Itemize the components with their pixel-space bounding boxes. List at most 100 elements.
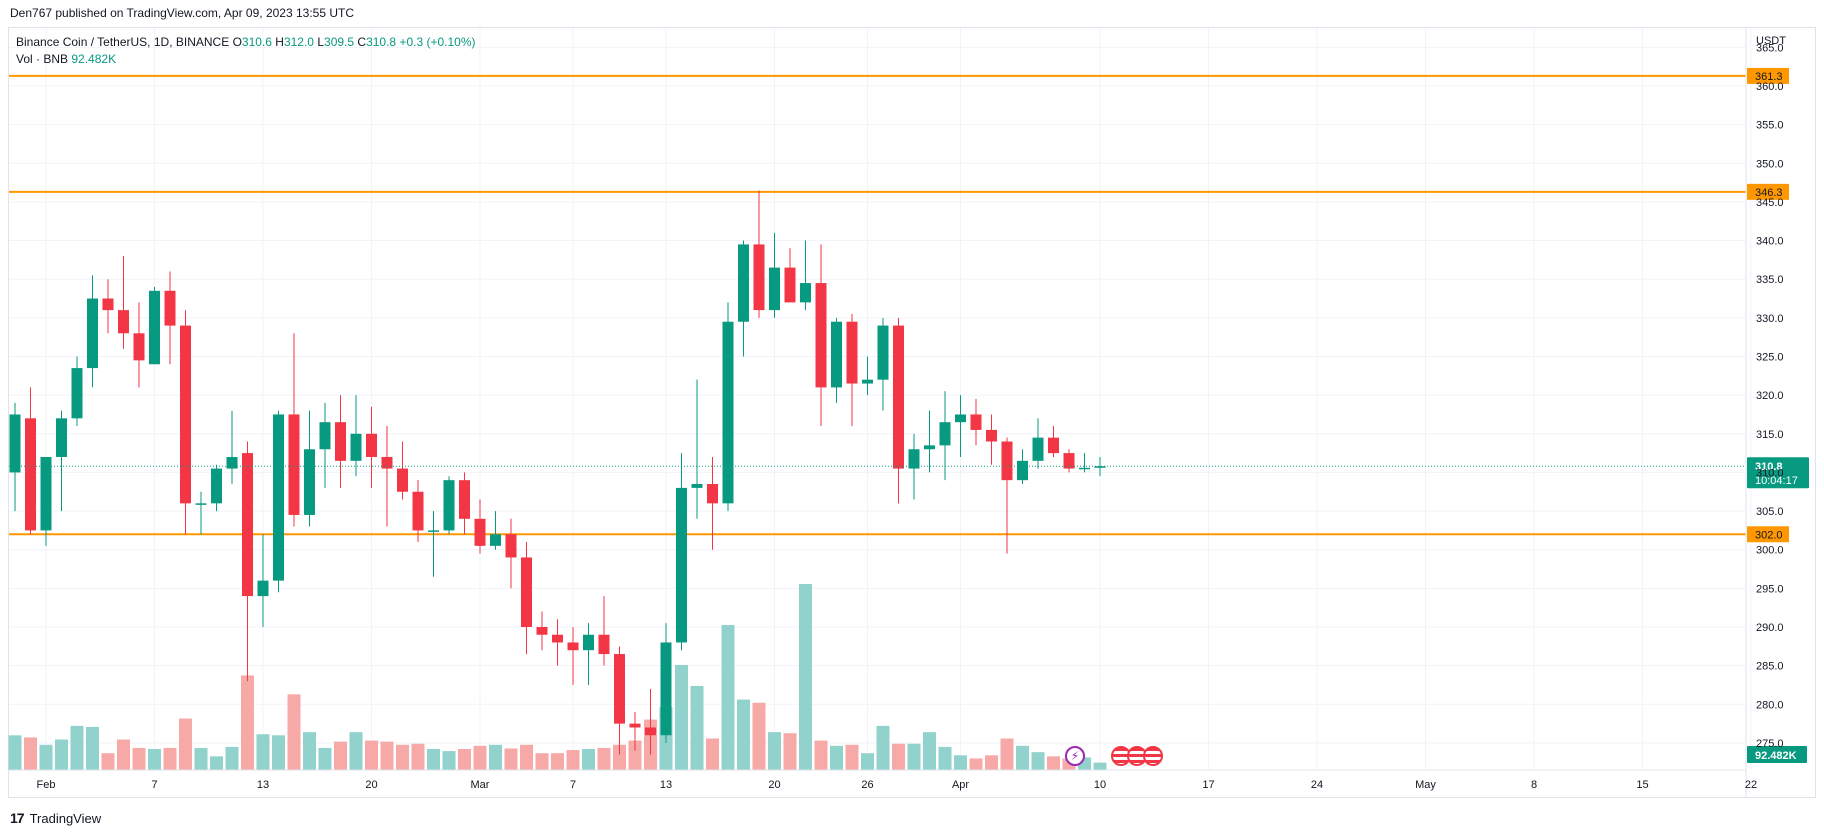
price-tick-label: 350.0 xyxy=(1756,158,1784,170)
price-tick-label: 355.0 xyxy=(1756,120,1784,132)
volume-bar xyxy=(39,744,53,770)
volume-bar xyxy=(1093,762,1107,770)
volume-bar xyxy=(876,725,890,770)
candle-body xyxy=(397,468,408,492)
candle-body xyxy=(676,487,687,643)
time-axis: Feb 7 13 20 Mar 7 13 20 26 Apr 10 17 24 May 8 15 22 xyxy=(9,769,1757,791)
candle-body xyxy=(862,379,873,384)
volume-badge-label: 92.482K xyxy=(1755,750,1797,762)
time-tick-label: 13 xyxy=(257,779,269,791)
volume-bars xyxy=(8,584,1107,770)
volume-bar xyxy=(241,675,254,770)
volume-bar xyxy=(954,755,967,770)
price-tick-label: 295.0 xyxy=(1756,583,1784,595)
open-value: 310.6 xyxy=(241,35,272,49)
candle-body xyxy=(738,244,749,322)
candle-body xyxy=(753,244,765,311)
candle-body xyxy=(273,414,284,581)
footer-brand[interactable]: TradingView xyxy=(29,810,102,826)
volume-bar xyxy=(1031,752,1045,770)
tradingview-logo-icon[interactable]: 17 xyxy=(10,810,25,826)
volume-bar xyxy=(411,743,425,770)
volume-bar xyxy=(489,744,502,770)
level-price-label: 302.0 xyxy=(1755,529,1783,541)
time-tick-label: Apr xyxy=(952,779,969,791)
volume-bar xyxy=(194,747,208,770)
volume-bar xyxy=(101,753,115,770)
volume-bar xyxy=(132,747,146,770)
candle-body xyxy=(1017,460,1028,481)
price-tick-label: 285.0 xyxy=(1756,661,1784,673)
candle-body xyxy=(970,414,982,430)
countdown-label: 10:04:17 xyxy=(1755,475,1798,487)
last-price-badge xyxy=(1747,457,1809,489)
candle-body xyxy=(1079,467,1090,470)
volume-bar xyxy=(551,753,564,770)
candle-body xyxy=(319,422,331,450)
volume-value: 92.482K xyxy=(71,52,117,66)
high-value: 312.0 xyxy=(283,35,314,49)
candle-body xyxy=(257,580,269,597)
candle-body xyxy=(552,634,563,643)
volume-badge xyxy=(1747,746,1807,763)
candle-body xyxy=(102,298,114,311)
candle-body xyxy=(908,449,920,469)
candle-body xyxy=(1001,441,1013,481)
time-tick-label: 20 xyxy=(768,779,780,791)
volume-bar xyxy=(427,748,440,770)
volume-bar xyxy=(737,699,750,770)
volume-bar xyxy=(8,735,22,770)
volume-bar xyxy=(752,702,766,770)
close-label: C xyxy=(357,35,367,49)
volume-bar xyxy=(706,738,719,770)
symbol-title: Binance Coin / TetherUS, 1D, BINANCE xyxy=(16,35,230,49)
candle-body xyxy=(211,468,222,504)
candle-body xyxy=(87,298,98,369)
candle-body xyxy=(567,642,579,651)
price-tick-label: 315.0 xyxy=(1756,429,1784,441)
candle-body xyxy=(505,534,517,558)
candle-body xyxy=(242,453,253,597)
price-tick-label: 305.0 xyxy=(1756,506,1784,518)
candle-body xyxy=(25,418,36,531)
volume-bar xyxy=(613,744,626,770)
lightning-icon[interactable]: ⚡ xyxy=(1065,746,1085,766)
candle-body xyxy=(40,456,52,531)
level-price-badge xyxy=(1747,67,1789,84)
time-tick-label: 20 xyxy=(365,779,377,791)
candle-body xyxy=(893,325,904,469)
volume-bar xyxy=(628,740,642,770)
volume-bar xyxy=(597,747,611,770)
volume-bar xyxy=(256,734,270,770)
volume-bar xyxy=(225,746,239,770)
volume-bar xyxy=(938,746,952,770)
volume-bar xyxy=(721,624,735,770)
volume-bar xyxy=(1047,756,1060,770)
volume-bar xyxy=(799,584,812,770)
price-tick-label: 325.0 xyxy=(1756,351,1784,363)
volume-bar xyxy=(55,739,68,770)
grid-lines xyxy=(9,28,1752,770)
volume-bar xyxy=(845,744,859,770)
candle-body xyxy=(335,422,346,461)
candle-body xyxy=(939,422,951,446)
candle-body xyxy=(288,414,300,515)
candle-body xyxy=(428,530,439,532)
time-tick-label: 8 xyxy=(1531,779,1537,791)
candle-body xyxy=(490,534,501,546)
volume-bar xyxy=(566,750,580,770)
volume-bar xyxy=(303,732,316,770)
volume-bar xyxy=(861,753,874,770)
volume-bar xyxy=(179,718,192,770)
price-unit-label: USDT xyxy=(1756,35,1786,47)
candle-body xyxy=(1048,437,1059,454)
candle-body xyxy=(366,433,377,457)
last-price-label: 310.8 xyxy=(1755,461,1783,473)
candle-body xyxy=(180,325,191,504)
us-flag-icon[interactable] xyxy=(1143,746,1163,766)
change-value: +0.3 (+0.10%) xyxy=(399,35,476,49)
volume-bar xyxy=(923,732,936,770)
volume-bar xyxy=(1016,745,1029,770)
candle-body xyxy=(645,727,656,736)
